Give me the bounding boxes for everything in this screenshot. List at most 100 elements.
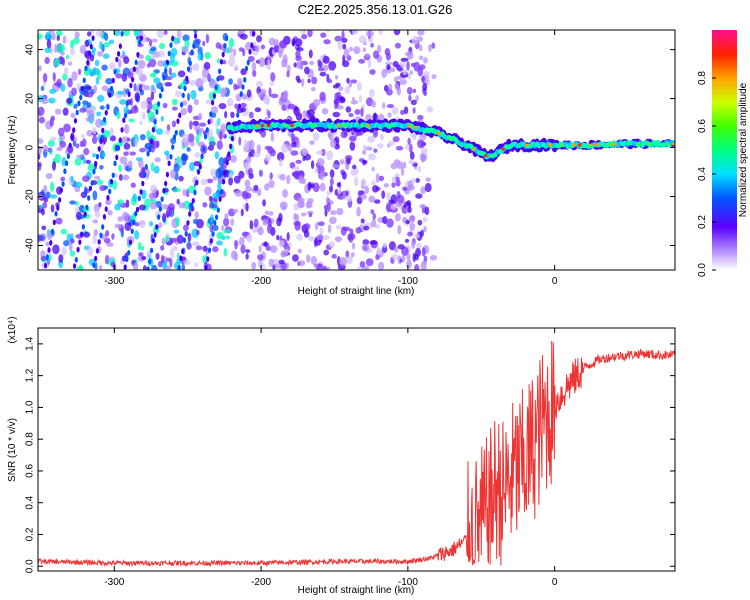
noise-blob: [224, 111, 228, 119]
noise-blob: [182, 224, 189, 232]
streak-blob: [132, 219, 136, 226]
noise-blob: [372, 213, 376, 220]
noise-blob: [49, 45, 54, 55]
ridge-peak: [648, 142, 653, 146]
noise-blob: [269, 81, 275, 87]
colorbar-ticks: 0.0 0.2 0.4 0.6 0.8: [697, 71, 716, 277]
noise-blob: [230, 111, 235, 119]
noise-blob: [191, 206, 195, 212]
ridge-peak: [606, 142, 611, 146]
noise-blob: [373, 199, 381, 204]
noise-blob: [407, 206, 412, 213]
streak-blob: [95, 153, 100, 160]
noise-blob: [137, 59, 146, 69]
noise-blob: [295, 61, 301, 69]
noise-blob: [82, 231, 91, 238]
streak-blob: [190, 49, 194, 55]
noise-blob: [74, 31, 80, 39]
noise-blob: [272, 258, 281, 264]
noise-blob: [97, 94, 105, 103]
streak-blob: [153, 118, 157, 125]
streak-blob: [74, 256, 78, 263]
noise-blob: [407, 231, 414, 237]
noise-blob: [163, 150, 170, 156]
bottom-xtick-label: -300: [104, 577, 124, 588]
noise-blob: [346, 77, 350, 84]
noise-blob: [209, 223, 214, 233]
noise-blob: [162, 102, 168, 109]
streak-blob: [116, 145, 121, 151]
noise-blob: [98, 265, 103, 270]
noise-blob: [95, 30, 104, 37]
streak-blob: [137, 195, 141, 202]
streak-blob: [211, 99, 215, 106]
noise-blob: [264, 210, 270, 216]
noise-blob: [353, 46, 361, 55]
noise-blob: [362, 47, 366, 53]
streak-blob: [184, 231, 188, 237]
noise-blob: [60, 176, 66, 182]
noise-blob: [83, 148, 90, 156]
noise-blob: [198, 122, 207, 127]
noise-blob: [115, 73, 123, 79]
noise-blob: [94, 175, 101, 180]
streak-blob: [139, 35, 144, 41]
noise-blob: [157, 260, 163, 268]
noise-blob: [60, 83, 66, 92]
noise-blob: [363, 225, 370, 231]
noise-blob: [420, 147, 428, 155]
streak-blob: [123, 264, 127, 270]
noise-blob: [317, 59, 322, 65]
noise-blob: [56, 35, 60, 41]
noise-blob: [135, 86, 140, 93]
streak-blob: [111, 172, 115, 179]
noise-blob: [161, 237, 166, 246]
noise-blob: [233, 175, 241, 184]
noise-blob: [214, 151, 220, 160]
streak-blob: [248, 49, 252, 55]
noise-blob: [195, 245, 203, 251]
noise-blob: [134, 230, 140, 240]
noise-blob: [298, 260, 306, 267]
top-xtick-label: -200: [251, 276, 271, 287]
noise-blob: [45, 191, 51, 199]
noise-blob: [47, 254, 52, 262]
noise-blob: [410, 133, 417, 139]
noise-blob: [69, 238, 75, 244]
noise-blob: [62, 107, 69, 116]
colorbar: [712, 30, 737, 270]
ridge-peak: [436, 131, 441, 135]
noise-blob: [212, 192, 221, 199]
noise-blob: [141, 111, 146, 120]
noise-blob: [316, 150, 324, 155]
streak-blob: [106, 104, 110, 110]
noise-blob: [415, 178, 420, 183]
noise-blob: [92, 190, 98, 201]
noise-blob: [38, 145, 43, 155]
streak-blob: [153, 232, 157, 238]
noise-blob: [371, 100, 376, 108]
noise-blob: [348, 135, 357, 142]
streak-blob: [146, 266, 150, 270]
noise-blob: [347, 233, 352, 241]
noise-blob: [290, 141, 298, 148]
noise-blob: [254, 44, 260, 53]
noise-blob: [361, 243, 370, 252]
noise-blob: [223, 217, 230, 227]
noise-blob: [187, 92, 191, 102]
streak-blob: [230, 135, 235, 142]
noise-blob: [151, 53, 156, 60]
noise-blob: [146, 63, 151, 68]
ridge-peak: [636, 142, 641, 146]
noise-blob: [350, 252, 355, 258]
streak-blob: [97, 146, 101, 152]
noise-blob: [99, 164, 104, 170]
streak-blob: [45, 254, 49, 260]
streak-blob: [192, 43, 196, 49]
ridge-peak: [612, 142, 617, 146]
noise-blob: [331, 254, 337, 259]
noise-blob: [187, 104, 193, 114]
streak-blob: [225, 35, 229, 42]
noise-blob: [399, 79, 407, 85]
noise-blob: [431, 74, 437, 80]
